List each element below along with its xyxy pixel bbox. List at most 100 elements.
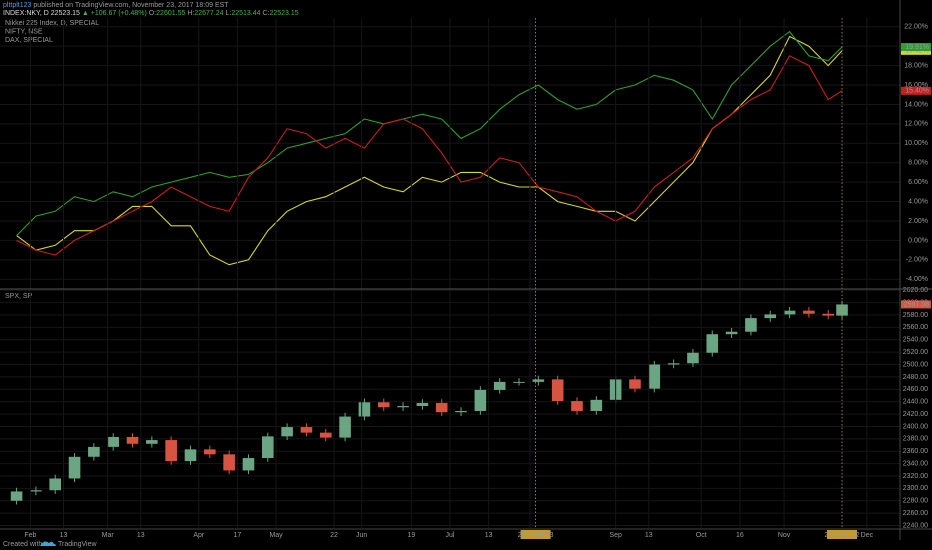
x-tick-label: Nov: [778, 532, 791, 539]
candle-body: [667, 363, 680, 365]
candle-body: [590, 399, 603, 411]
author[interactable]: plttplt123: [3, 2, 32, 9]
candle-body: [88, 446, 100, 457]
candle-body: [648, 364, 661, 389]
y-tick-label: 16.00%: [904, 82, 928, 89]
candle-body: [629, 379, 641, 389]
candle-body: [803, 310, 815, 314]
last-value-box: [901, 86, 931, 95]
candle-body: [358, 402, 371, 417]
y-tick-label: 18.00%: [904, 62, 928, 69]
last-value-box: [901, 300, 931, 309]
candle-body: [223, 454, 235, 471]
legend-entry: Nikkei 225 Index, D, SPECIAL: [5, 20, 99, 27]
x-tick-label: 22: [330, 532, 338, 539]
candle-body: [49, 478, 62, 491]
candle-body: [10, 491, 23, 501]
ohlc-label: H:: [187, 10, 194, 17]
y-tick-label: -2.00%: [906, 257, 928, 264]
ohlc-value: 22523.15: [269, 10, 298, 17]
x-tick-label: Jun: [356, 532, 367, 539]
last-value-label: 15.40%: [905, 88, 929, 95]
y-tick-label: 2500.00: [903, 361, 928, 368]
symbol-line: INDEX:NKY, D 22523.15 ▲ +106.67 (+0.48%)…: [3, 10, 299, 17]
x-tick-label: 16: [736, 532, 744, 539]
y-tick-label: 10.00%: [904, 140, 928, 147]
candle-body: [836, 304, 848, 316]
x-tick-label: Mar: [102, 532, 115, 539]
x-tick-label: 19: [407, 532, 415, 539]
price: 22523.15: [51, 10, 80, 17]
crosshair-date-box: [827, 530, 858, 539]
candle-body: [68, 456, 81, 479]
footer: Created with TradingView: [3, 541, 97, 548]
x-tick-label: Apr: [193, 532, 205, 539]
header-line: plttplt123 published on TradingView.com,…: [3, 2, 229, 9]
candle-body: [261, 436, 274, 459]
crosshair-date: 2017-11-22: [824, 532, 859, 539]
candle-body: [764, 314, 777, 319]
candle-body: [725, 331, 738, 335]
y-tick-label: 0.00%: [908, 237, 928, 244]
candle-body: [783, 310, 796, 315]
candle-body: [339, 416, 351, 438]
y-tick-label: 2480.00: [903, 374, 928, 381]
candle-body: [416, 402, 429, 407]
y-tick-label: 2540.00: [903, 337, 928, 344]
ohlc-label: L:: [225, 10, 231, 17]
candle-body: [571, 401, 583, 411]
y-tick-label: 2260.00: [903, 510, 928, 517]
candle-body: [745, 318, 757, 332]
candle-body: [281, 427, 293, 437]
x-tick-label: 13: [60, 532, 68, 539]
candle-body: [551, 379, 564, 402]
candle-body: [532, 379, 545, 382]
y-tick-label: 2400.00: [903, 423, 928, 430]
candle-body: [822, 313, 835, 316]
candle-body: [455, 410, 467, 413]
last-value-label: 19.52%: [905, 48, 929, 55]
y-tick-label: 6.00%: [908, 179, 928, 186]
candle-body: [300, 427, 313, 433]
last-value-label: 2597.08: [904, 301, 929, 308]
y-tick-label: 2460.00: [903, 386, 928, 393]
y-tick-label: 12.00%: [904, 121, 928, 128]
ohlc-value: 22601.55: [156, 10, 185, 17]
ohlc-label: O:: [149, 10, 156, 17]
legend-entry: DAX, SPECIAL: [5, 37, 53, 44]
footer-text: Created with: [3, 541, 42, 548]
ohlc-value: 22677.24: [194, 10, 223, 17]
y-tick-label: 2560.00: [903, 324, 928, 331]
candle-body: [493, 381, 506, 390]
candle-body: [107, 436, 119, 447]
candle-body: [687, 352, 699, 364]
y-tick-label: 4.00%: [908, 198, 928, 205]
candle-body: [126, 436, 139, 444]
footer-brand[interactable]: TradingView: [58, 541, 97, 548]
last-value-label: 19.91%: [905, 44, 929, 51]
x-tick-label: 17: [234, 532, 242, 539]
y-tick-label: 2340.00: [903, 460, 928, 467]
footer-logo: [40, 541, 56, 546]
x-tick-label: Dec: [861, 532, 874, 539]
panes: 22.00%20.00%18.00%16.00%14.00%12.00%10.0…: [0, 18, 931, 539]
candle-body: [474, 389, 487, 411]
candle-body: [435, 402, 448, 413]
y-tick-label: 2380.00: [903, 436, 928, 443]
series-line: [16, 30, 843, 236]
candle-body: [204, 449, 216, 455]
x-tick-label: 13: [645, 532, 653, 539]
crosshair-date: 2017-08-03: [518, 532, 554, 539]
ohlc-label: C:: [262, 10, 269, 17]
y-tick-label: 8.00%: [908, 160, 928, 167]
y-tick-label: 2520.00: [903, 349, 928, 356]
symbol: INDEX:NKY, D: [3, 10, 49, 17]
y-tick-label: 2580.00: [903, 312, 928, 319]
candle-body: [513, 381, 525, 383]
y-tick-label: 2.00%: [908, 218, 928, 225]
x-tick-label: Oct: [696, 532, 707, 539]
x-tick-label: May: [269, 532, 283, 539]
candle-body: [242, 458, 255, 471]
